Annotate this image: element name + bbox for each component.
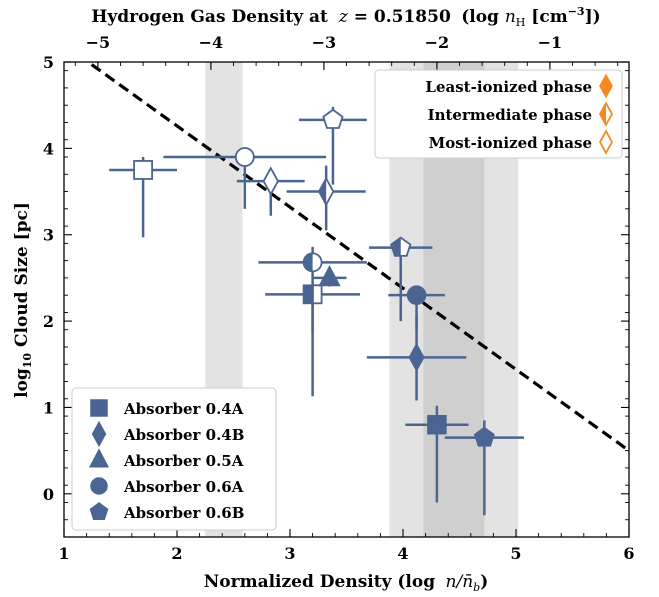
absorber-legend-marker-pentagon (89, 502, 109, 520)
top-tick-label: −2 (425, 33, 450, 52)
absorber-legend-label: Absorber 0.5A (123, 452, 244, 470)
point-square-least (405, 405, 469, 503)
point-diamond-most (236, 166, 305, 216)
marker-triangle (318, 265, 341, 287)
x-axis-label-main: Normalized Density (log (204, 572, 435, 592)
x-axis-label: Normalized Density (log n/n̄b) (204, 572, 488, 594)
point-pentagon-most (299, 106, 367, 185)
marker-pentagon (322, 108, 344, 129)
marker-square (133, 160, 154, 180)
marker-diamond (408, 342, 425, 372)
marker-square (427, 414, 447, 435)
dashed-trend-line (85, 62, 629, 452)
axis-ticks: 1 2 3 4 5 6 0 1 2 3 4 5 −5 −4 −3 −2 −1 (43, 33, 635, 563)
point-square-most (109, 157, 177, 238)
phase-legend-label: Least-ionized phase (425, 78, 592, 96)
point-pentagon-intermediate (369, 236, 433, 322)
y-tick-label: 4 (43, 139, 54, 158)
point-circle-least (388, 285, 445, 330)
marker-diamond (262, 166, 280, 197)
absorber-legend-marker-circle (90, 477, 108, 495)
phase-legend-marker-intermediate (598, 101, 614, 127)
absorber-legend-marker-triangle (88, 448, 110, 468)
absorber-legend-label: Absorber 0.4B (123, 426, 244, 444)
phase-legend-marker-most (598, 129, 614, 155)
top-tick-label: −4 (199, 33, 224, 52)
absorber-legend-label: Absorber 0.4A (123, 400, 244, 418)
point-pentagon-least (444, 420, 524, 516)
data-points (109, 106, 524, 516)
point-triangle-least (312, 265, 347, 287)
phase-legend-marker-least (599, 73, 613, 99)
phase-legend: Least-ionized phase Intermediate phase Mos… (374, 69, 623, 159)
point-diamond-intermediate (286, 165, 366, 231)
marker-circle (406, 285, 427, 305)
absorber-legend-label: Absorber 0.6B (123, 504, 244, 522)
x-tick-label: 5 (510, 544, 521, 563)
y-tick-label: 0 (43, 485, 54, 504)
x-tick-label: 2 (171, 544, 182, 563)
y-tick-label: 2 (43, 312, 54, 331)
marker-pentagon (390, 236, 412, 257)
x-tick-label: 3 (284, 544, 295, 563)
x-tick-label: 4 (397, 544, 408, 563)
absorber-legend-label: Absorber 0.6A (123, 478, 244, 496)
y-tick-label: 5 (43, 53, 54, 72)
point-circle-intermediate (258, 246, 367, 397)
y-tick-label: 1 (43, 398, 54, 417)
phase-legend-label: Most-ionized phase (429, 134, 592, 152)
absorber-legend: Absorber 0.4A Absorber 0.4B Absorber 0.5A A… (71, 387, 277, 531)
marker-diamond (317, 176, 335, 207)
marker-pentagon (473, 426, 495, 447)
dashed-line (85, 62, 629, 452)
absorber-legend-marker-diamond (91, 420, 107, 448)
top-axis-title-z: z = 0.51850 (338, 7, 456, 27)
absorber-legend-marker-square (90, 399, 108, 417)
marker-circle (302, 252, 323, 273)
x-tick-label: 1 (58, 544, 69, 563)
top-axis-title-main: Hydrogen Gas Density at (91, 7, 328, 27)
marker-circle (234, 147, 255, 167)
point-circle-most (163, 147, 327, 209)
top-axis-title-unit: (log nH [cm−3]) (461, 5, 600, 29)
x-tick-label: 6 (623, 544, 634, 563)
top-tick-label: −1 (538, 33, 563, 52)
y-axis-label: log10 Cloud Size [pc] (12, 202, 34, 398)
top-tick-label: −5 (86, 33, 111, 52)
top-tick-label: −3 (312, 33, 337, 52)
phase-legend-label: Intermediate phase (428, 106, 592, 124)
top-axis-title: Hydrogen Gas Density at z = 0.51850 (log… (91, 5, 600, 29)
y-tick-label: 3 (43, 226, 54, 245)
